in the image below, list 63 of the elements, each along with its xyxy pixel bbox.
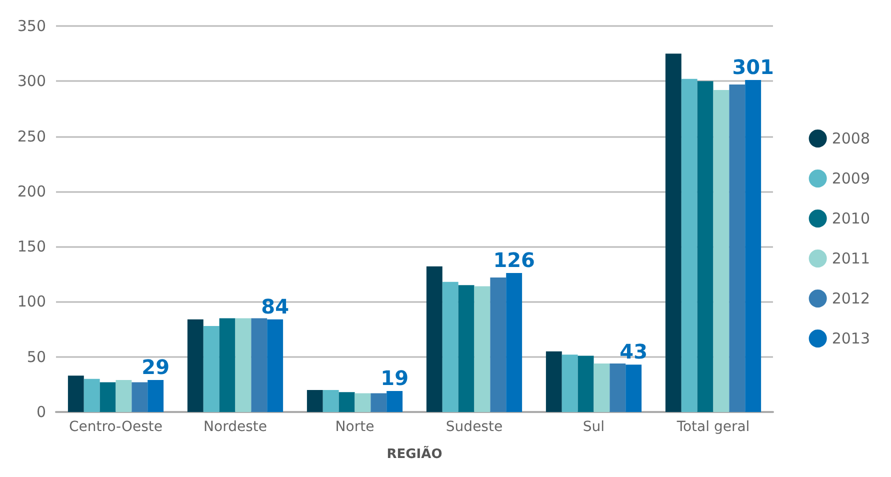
data-label: 43: [620, 340, 648, 364]
data-label: 19: [380, 366, 409, 390]
y-tick-label: 50: [26, 348, 46, 366]
y-tick-label: 350: [17, 17, 46, 35]
legend-label: 2009: [832, 170, 870, 188]
bar: [546, 351, 562, 412]
bar: [148, 380, 164, 412]
y-tick-label: 0: [36, 403, 46, 421]
x-tick-label: Total geral: [676, 419, 750, 435]
bar: [665, 54, 682, 412]
y-tick-label: 100: [17, 292, 46, 311]
x-tick-label: Sul: [582, 419, 605, 435]
bar: [745, 80, 762, 412]
bar: [116, 380, 132, 412]
data-label: 126: [493, 248, 535, 272]
bar: [697, 81, 714, 412]
bar: [132, 382, 148, 412]
y-tick-label: 150: [17, 238, 46, 256]
bar: [219, 318, 236, 412]
bar: [506, 273, 522, 412]
data-label: 301: [732, 55, 774, 80]
y-tick-label: 200: [17, 182, 46, 200]
bar: [338, 392, 355, 412]
bar: [203, 326, 220, 412]
bar: [713, 90, 730, 412]
legend-label: 2013: [832, 330, 870, 348]
bar: [426, 266, 442, 412]
bar: [681, 78, 698, 412]
bar: [490, 277, 506, 412]
bar: [187, 319, 204, 412]
bar: [370, 393, 387, 412]
x-axis-title: REGIÃO: [386, 445, 442, 462]
bar: [458, 285, 474, 412]
bar: [474, 286, 490, 412]
y-tick-label: 300: [17, 72, 46, 90]
bar: [386, 391, 403, 412]
bar: [68, 376, 84, 412]
bar: [322, 390, 339, 412]
bar: [354, 393, 371, 412]
bar: [578, 356, 594, 412]
bar: [251, 318, 268, 412]
bar: [306, 390, 323, 412]
legend-label: 2012: [832, 290, 870, 308]
x-tick-label: Centro-Oeste: [69, 419, 162, 435]
y-tick-label: 250: [17, 127, 46, 146]
bar: [729, 84, 746, 412]
legend-label: 2010: [832, 210, 870, 228]
bar: [626, 364, 642, 412]
legend-label: 2008: [832, 130, 870, 148]
bar: [610, 363, 626, 412]
data-label: 29: [142, 355, 170, 380]
data-label: 84: [261, 294, 290, 318]
x-tick-label: Norte: [335, 419, 374, 435]
bar: [442, 282, 458, 412]
bar: [84, 378, 100, 412]
bar: [100, 382, 116, 412]
legend-label: 2011: [832, 250, 870, 268]
bar: [594, 363, 610, 412]
x-tick-label: Nordeste: [204, 419, 267, 435]
bar: [235, 318, 252, 412]
bar: [562, 354, 578, 412]
bar: [267, 319, 284, 412]
x-tick-label: Sudeste: [446, 419, 503, 435]
